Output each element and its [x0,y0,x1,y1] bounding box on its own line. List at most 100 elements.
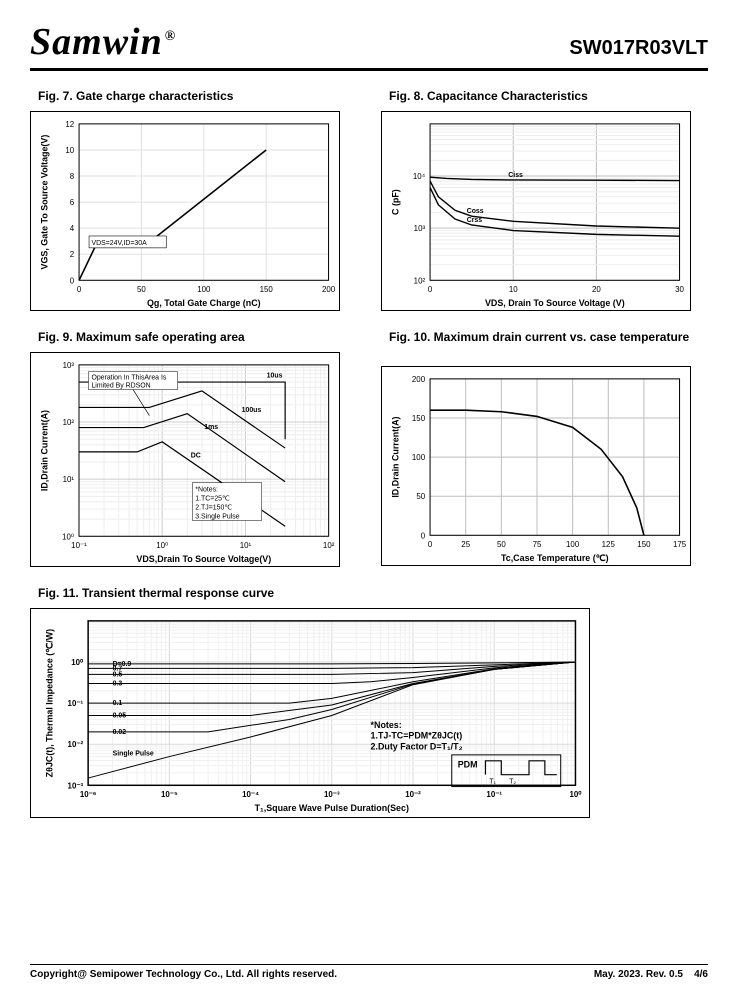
page-footer: Copyright@ Semipower Technology Co., Ltd… [30,964,708,980]
fig10-title: Fig. 10. Maximum drain current vs. case … [381,330,708,358]
svg-text:10⁻⁴: 10⁻⁴ [242,790,259,799]
svg-text:150: 150 [260,285,274,294]
svg-text:*Notes:: *Notes: [195,487,218,494]
row-1: Fig. 7. Gate charge characteristics 0 50 1… [30,89,708,316]
svg-text:10⁻³: 10⁻³ [324,790,340,799]
svg-text:150: 150 [637,540,651,549]
svg-text:200: 200 [322,285,336,294]
svg-text:10⁻⁵: 10⁻⁵ [161,790,178,799]
fig8-cell: Fig. 8. Capacitance Characteristics 0 10 2… [381,89,708,316]
svg-text:DC: DC [191,452,201,459]
svg-text:T₁: T₁ [489,779,496,786]
fig9-chart: 10⁻¹10⁰10¹10²10⁰10¹10²10³10us100us1msDCO… [30,352,340,567]
svg-text:50: 50 [497,540,506,549]
svg-text:Coss: Coss [467,208,484,215]
svg-text:10³: 10³ [414,224,426,233]
svg-text:10⁻²: 10⁻² [68,740,84,749]
fig8-title: Fig. 8. Capacitance Characteristics [381,89,708,103]
svg-text:6: 6 [70,198,75,207]
svg-text:2.Duty Factor D=T₁/T₂: 2.Duty Factor D=T₁/T₂ [371,742,463,752]
svg-text:75: 75 [533,540,542,549]
svg-text:4: 4 [70,224,75,233]
svg-text:Crss: Crss [467,217,483,224]
fig7-cell: Fig. 7. Gate charge characteristics 0 50 1… [30,89,357,316]
copyright: Copyright@ Semipower Technology Co., Ltd… [30,969,337,980]
svg-text:10⁻³: 10⁻³ [68,781,84,790]
svg-text:0.3: 0.3 [113,680,123,687]
svg-text:0: 0 [428,540,433,549]
svg-text:*Notes:: *Notes: [371,720,402,730]
svg-text:10⁻²: 10⁻² [405,790,421,799]
svg-text:100: 100 [566,540,580,549]
svg-text:25: 25 [461,540,470,549]
svg-text:10²: 10² [323,541,335,550]
svg-text:10³: 10³ [63,361,75,370]
svg-text:0: 0 [421,531,426,540]
svg-text:Operation In ThisArea Is: Operation In ThisArea Is [91,375,166,382]
svg-text:0: 0 [77,285,82,294]
svg-text:10⁴: 10⁴ [413,172,425,181]
svg-text:0.02: 0.02 [113,729,127,736]
fig11-title: Fig. 11. Transient thermal response curv… [30,586,708,600]
registered-mark: ® [165,29,176,44]
svg-text:50: 50 [137,285,146,294]
svg-text:1.TJ-TC=PDM*ZθJC(t): 1.TJ-TC=PDM*ZθJC(t) [371,731,463,741]
svg-text:10⁻¹: 10⁻¹ [486,790,502,799]
svg-text:10⁰: 10⁰ [62,532,74,541]
svg-text:1.TC=25℃: 1.TC=25℃ [195,496,230,503]
brand-name: Samwin [30,21,163,63]
svg-text:10⁻¹: 10⁻¹ [71,541,87,550]
svg-text:100: 100 [412,453,426,462]
row-3: Fig. 11. Transient thermal response curv… [30,586,708,823]
svg-text:T₂: T₂ [509,779,516,786]
svg-text:10⁰: 10⁰ [569,790,582,799]
svg-text:ZθJC(t), Thermal Impedance (℃: ZθJC(t), Thermal Impedance (℃/W) [44,629,54,777]
svg-text:0: 0 [428,285,433,294]
svg-text:1ms: 1ms [204,424,218,431]
svg-text:10⁰: 10⁰ [156,541,168,550]
svg-text:T₁,Square Wave Pulse Duration(: T₁,Square Wave Pulse Duration(Sec) [255,803,409,813]
svg-text:0.1: 0.1 [113,700,123,707]
svg-text:150: 150 [412,414,426,423]
svg-text:20: 20 [592,285,601,294]
fig8-chart: 010203010²10³10⁴CissCossCrssVDS, Drain T… [381,111,691,311]
page-header: Samwin® SW017R03VLT [30,20,708,71]
fig11-chart: 10⁻⁶10⁻⁵10⁻⁴10⁻³10⁻²10⁻¹10⁰10⁻³10⁻²10⁻¹1… [30,608,590,818]
svg-text:ID,Drain Current(A): ID,Drain Current(A) [390,416,400,497]
fig7-title: Fig. 7. Gate charge characteristics [30,89,357,103]
svg-text:10⁰: 10⁰ [71,658,84,667]
row-2: Fig. 9. Maximum safe operating area 10⁻¹… [30,330,708,572]
svg-text:10⁻⁶: 10⁻⁶ [80,790,97,799]
svg-text:200: 200 [412,375,426,384]
svg-text:10: 10 [65,146,74,155]
fig7-chart: 050100150200024681012VDS=24V,ID=30AQg, T… [30,111,340,311]
revision: May. 2023. Rev. 0.5 [594,969,683,980]
svg-text:Ciss: Ciss [508,172,523,179]
fig10-chart: 0255075100125150175050100150200Tc,Case T… [381,366,691,566]
part-number: SW017R03VLT [569,37,708,60]
svg-text:175: 175 [673,540,687,549]
svg-text:10us: 10us [267,373,283,380]
page-num: 4/6 [694,969,708,980]
fig9-title: Fig. 9. Maximum safe operating area [30,330,357,344]
svg-text:ID,Drain Current(A): ID,Drain Current(A) [39,410,49,491]
svg-text:10: 10 [509,285,518,294]
svg-text:PDM: PDM [458,760,478,770]
svg-text:0.05: 0.05 [113,712,127,719]
svg-text:2: 2 [70,250,74,259]
svg-text:100us: 100us [242,407,262,414]
svg-text:VDS=24V,ID=30A: VDS=24V,ID=30A [92,240,148,247]
svg-text:100: 100 [197,285,211,294]
svg-text:10²: 10² [414,276,426,285]
svg-text:10¹: 10¹ [63,475,75,484]
svg-text:Limited By RDSON: Limited By RDSON [91,383,150,390]
svg-text:50: 50 [416,492,425,501]
svg-text:Single Pulse: Single Pulse [113,750,154,757]
svg-text:8: 8 [70,172,75,181]
footer-right: May. 2023. Rev. 0.5 4/6 [594,969,708,980]
svg-text:Qg, Total Gate Charge (nC): Qg, Total Gate Charge (nC) [147,298,261,308]
fig10-cell: Fig. 10. Maximum drain current vs. case … [381,330,708,572]
svg-text:VDS, Drain To Source Voltage (: VDS, Drain To Source Voltage (V) [485,298,625,308]
svg-text:Tc,Case Temperature (℃): Tc,Case Temperature (℃) [501,553,609,563]
svg-text:VGS, Gate To Source Voltage(V: VGS, Gate To Source Voltage(V) [39,135,49,270]
